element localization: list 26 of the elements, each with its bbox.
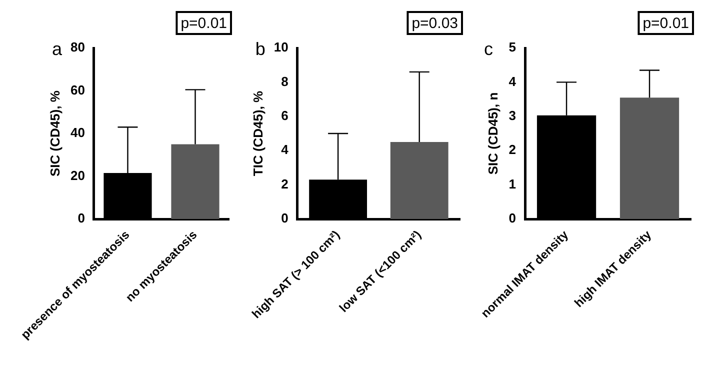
y-tick-label: 40 [70, 125, 85, 140]
text: c [484, 38, 494, 59]
y-axis-title: SIC (CD45), n [486, 92, 501, 175]
y-tick-label: 8 [281, 74, 288, 89]
y-tick-label: 5 [508, 40, 516, 55]
y-tick-label: 1 [508, 176, 516, 192]
y-tick-label: 10 [274, 40, 288, 55]
y-axis-title: TIC (CD45), % [250, 90, 266, 176]
y-tick-label: 0 [508, 210, 516, 226]
y-tick-label: 80 [70, 40, 85, 55]
y-tick-label: 2 [281, 176, 288, 192]
y-tick-label: 0 [281, 210, 288, 226]
text: p=0.03 [412, 15, 458, 32]
y-axis-title: SIC (CD45), % [47, 90, 62, 176]
text: a [52, 38, 63, 59]
y-tick-label: 60 [70, 82, 85, 98]
y-tick-label: 3 [508, 108, 516, 123]
text: p=0.01 [180, 15, 227, 32]
y-tick-label: 0 [78, 210, 85, 226]
y-tick-label: 4 [281, 142, 290, 158]
y-tick-label: 4 [508, 74, 517, 89]
y-tick-label: 2 [508, 142, 516, 158]
y-tick-label: 20 [70, 168, 85, 183]
text: b [255, 38, 266, 59]
y-tick-label: 6 [281, 108, 288, 123]
text: p=0.01 [642, 15, 689, 32]
